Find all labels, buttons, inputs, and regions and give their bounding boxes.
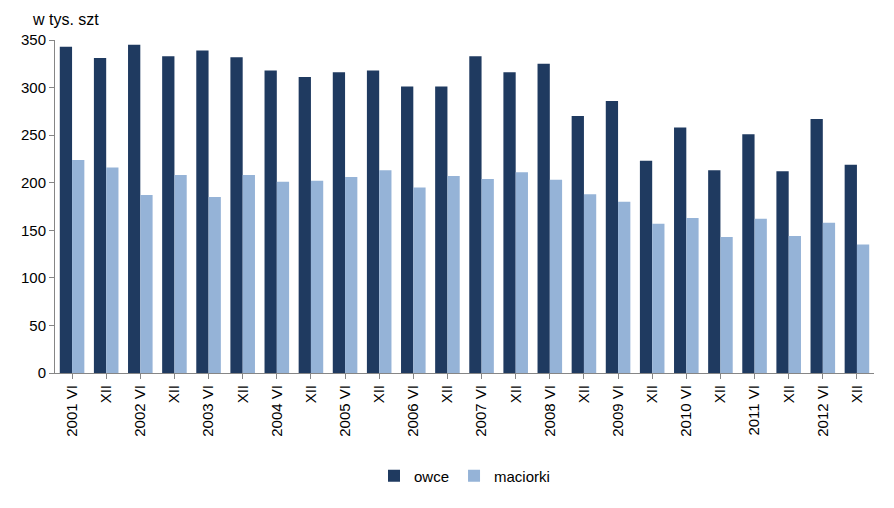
svg-text:w tys. szt: w tys. szt <box>32 11 99 28</box>
svg-text:XII: XII <box>848 385 865 403</box>
svg-text:XII: XII <box>507 385 524 403</box>
svg-text:2004 VI: 2004 VI <box>268 385 285 437</box>
svg-text:2012 VI: 2012 VI <box>814 385 831 437</box>
svg-text:2011 VI: 2011 VI <box>745 385 762 436</box>
svg-text:XII: XII <box>165 385 182 403</box>
svg-text:2008 VI: 2008 VI <box>541 385 558 437</box>
svg-text:350: 350 <box>21 31 46 48</box>
svg-text:XII: XII <box>780 385 797 403</box>
svg-text:2009 VI: 2009 VI <box>609 385 626 437</box>
svg-text:XII: XII <box>711 385 728 403</box>
svg-text:XII: XII <box>575 385 592 403</box>
svg-text:XII: XII <box>234 385 251 403</box>
svg-text:maciorki: maciorki <box>494 468 550 485</box>
svg-text:XII: XII <box>370 385 387 403</box>
svg-text:200: 200 <box>21 174 46 191</box>
svg-text:0: 0 <box>38 364 46 381</box>
svg-text:150: 150 <box>21 222 46 239</box>
svg-text:50: 50 <box>29 317 46 334</box>
svg-text:2002 VI: 2002 VI <box>131 385 148 437</box>
svg-text:2010 VI: 2010 VI <box>677 385 694 437</box>
svg-text:250: 250 <box>21 126 46 143</box>
svg-text:XII: XII <box>643 385 660 403</box>
svg-text:2007 VI: 2007 VI <box>472 385 489 437</box>
svg-text:2006 VI: 2006 VI <box>404 385 421 437</box>
svg-text:2005 VI: 2005 VI <box>336 385 353 437</box>
svg-text:2001 VI: 2001 VI <box>63 385 80 437</box>
svg-text:300: 300 <box>21 79 46 96</box>
svg-text:2003 VI: 2003 VI <box>199 385 216 437</box>
svg-text:XII: XII <box>97 385 114 403</box>
svg-text:owce: owce <box>414 468 449 485</box>
svg-text:XII: XII <box>438 385 455 403</box>
svg-text:100: 100 <box>21 269 46 286</box>
svg-text:XII: XII <box>302 385 319 403</box>
